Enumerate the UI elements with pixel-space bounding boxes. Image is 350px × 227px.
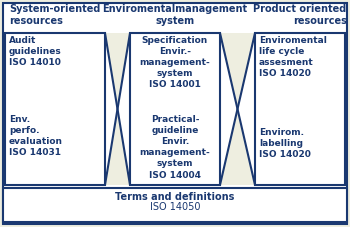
Polygon shape [105,33,130,185]
Text: Product oriented
resources: Product oriented resources [253,4,346,26]
Text: System-oriented
resources: System-oriented resources [9,4,101,26]
Text: Practical-
guideline
Envir.
management-
system
ISO 14004: Practical- guideline Envir. management- … [140,115,210,180]
Polygon shape [220,33,255,185]
Text: Terms and definitions: Terms and definitions [115,192,235,202]
Text: Env.
perfo.
evaluation
ISO 14031: Env. perfo. evaluation ISO 14031 [9,115,63,157]
Text: Envirom.
labelling
ISO 14020: Envirom. labelling ISO 14020 [259,128,311,159]
Bar [130,33,220,185]
Bar [5,33,105,185]
Text: Enviromentalmanagement
system: Enviromentalmanagement system [103,4,247,26]
Text: Audit
guidelines
ISO 14010: Audit guidelines ISO 14010 [9,36,62,67]
Bar [3,188,347,222]
Bar [255,33,345,185]
Text: Specification
Envir.-
management-
system
ISO 14001: Specification Envir.- management- system… [140,36,210,89]
Text: Enviromental
life cycle
assesment
ISO 14020: Enviromental life cycle assesment ISO 14… [259,36,327,78]
Text: ISO 14050: ISO 14050 [150,202,200,212]
